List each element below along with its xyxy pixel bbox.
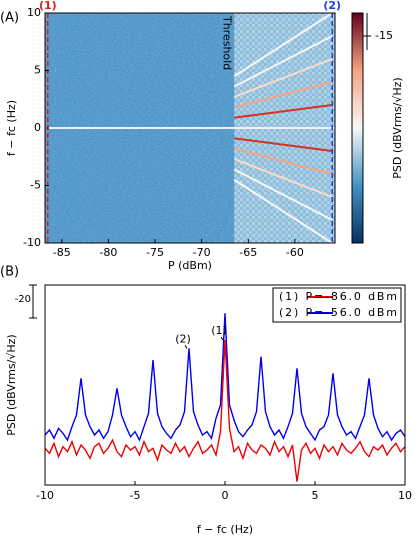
marker-label: (1)	[39, 0, 57, 12]
x-tick-label: 10	[398, 489, 412, 502]
sideband-line	[234, 137, 333, 152]
x-tick-label: -80	[99, 246, 117, 259]
panel-label: (A)	[0, 11, 19, 26]
x-tick-label: -75	[146, 246, 164, 259]
y-tick-label: 10	[27, 6, 41, 19]
y-axis-label: f − fc (Hz)	[5, 100, 18, 156]
y-tick-label: 0	[34, 121, 41, 134]
peak-leader	[184, 345, 188, 349]
y-tick-label: -10	[23, 236, 41, 249]
scale-bar-label: -20	[15, 294, 31, 305]
sideband-line	[234, 147, 333, 175]
peak-label: (2)	[175, 332, 191, 345]
sideband-line	[233, 168, 333, 221]
colorbar	[351, 12, 364, 244]
sideband-line	[233, 35, 333, 88]
x-tick-label: 5	[312, 489, 319, 502]
peak-leader	[220, 336, 224, 341]
y-axis-label: PSD (dBVrms/√Hz)	[5, 334, 18, 435]
x-tick-label: -65	[239, 246, 257, 259]
x-axis-label: f − fc (Hz)	[197, 523, 253, 536]
x-tick-label: -70	[193, 246, 211, 259]
sideband-line	[233, 178, 333, 244]
series-line	[44, 339, 406, 482]
sideband-line	[233, 158, 333, 198]
x-tick-label: 0	[222, 489, 229, 502]
x-tick-label: -60	[286, 246, 304, 259]
scale-bar	[29, 284, 37, 319]
y-tick-label: 5	[34, 64, 41, 77]
x-axis-label: P (dBm)	[168, 259, 212, 272]
marker-label: (2)	[323, 0, 341, 12]
sideband-line	[234, 104, 333, 119]
panel-label: (B)	[0, 265, 19, 280]
sideband-line	[234, 81, 333, 109]
threshold-label: Threshold	[220, 15, 233, 70]
sideband-line	[233, 58, 333, 98]
x-tick-label: -5	[130, 489, 141, 502]
legend-box	[272, 287, 402, 323]
x-tick-label: -85	[53, 246, 71, 259]
colorbar-label: PSD (dBVrms/√Hz)	[391, 77, 404, 178]
colorbar-tick-label: -15	[375, 29, 393, 42]
x-tick-label: -10	[36, 489, 54, 502]
sideband-line	[233, 12, 333, 78]
series-line	[44, 313, 406, 442]
y-tick-label: -5	[30, 179, 41, 192]
peak-label: (1)	[211, 324, 227, 337]
